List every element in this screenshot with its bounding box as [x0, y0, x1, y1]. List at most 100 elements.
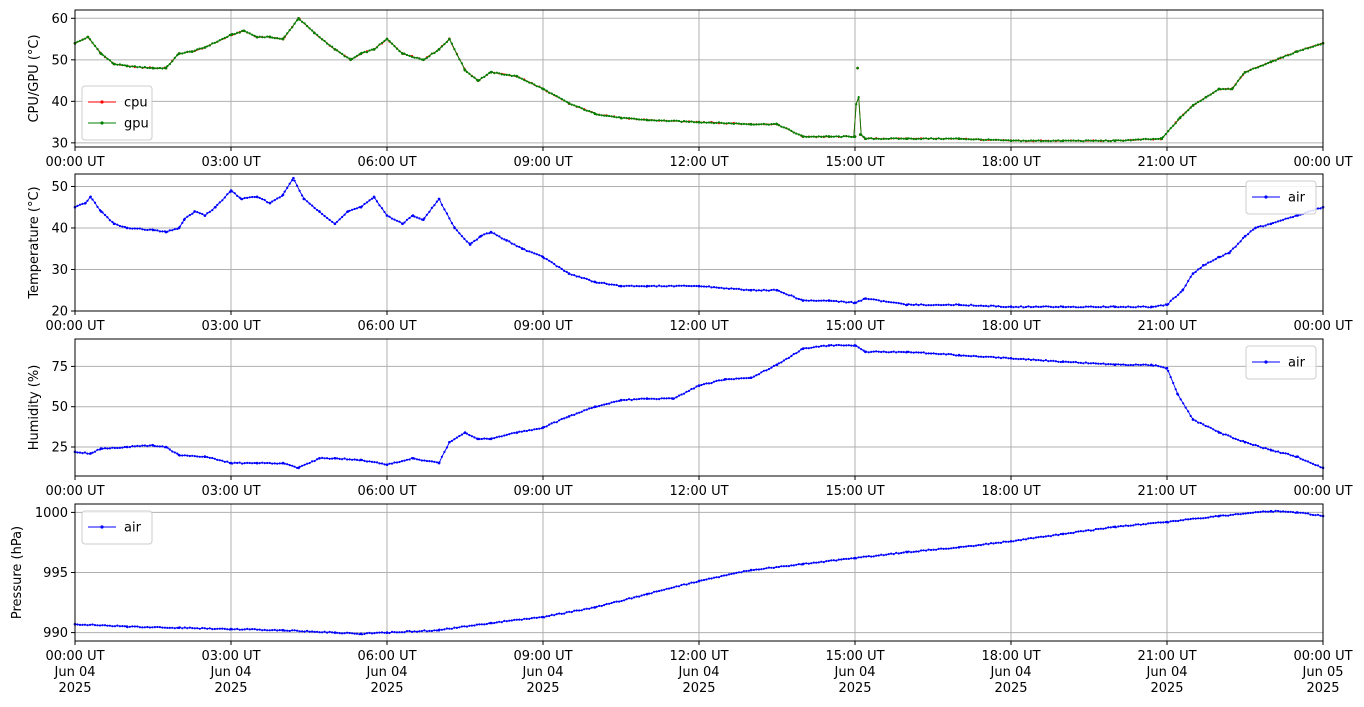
- data-point: [613, 115, 616, 118]
- data-point: [583, 608, 586, 611]
- data-point: [970, 544, 973, 548]
- data-point: [1092, 139, 1095, 143]
- data-point: [717, 576, 721, 579]
- data-point: [331, 220, 334, 223]
- data-point: [605, 282, 608, 285]
- data-point: [518, 245, 521, 248]
- data-point: [994, 541, 998, 545]
- data-point: [413, 56, 416, 59]
- data-point: [862, 349, 865, 352]
- data-point: [927, 352, 930, 355]
- data-point: [475, 238, 478, 241]
- data-point: [690, 285, 693, 288]
- data-point: [346, 56, 349, 59]
- data-point: [870, 555, 873, 558]
- data-point: [640, 285, 643, 288]
- data-point: [712, 286, 716, 289]
- data-point: [408, 629, 411, 633]
- data-point: [942, 303, 945, 307]
- y-tick-label: 995: [43, 566, 68, 581]
- data-point: [912, 550, 915, 554]
- data-point: [1291, 52, 1295, 55]
- data-point: [1174, 295, 1177, 299]
- data-point: [1034, 536, 1038, 539]
- data-point: [615, 600, 618, 603]
- legend-box: [1245, 345, 1317, 380]
- data-point: [1304, 459, 1307, 462]
- data-point-air: [89, 452, 92, 455]
- data-point: [380, 207, 384, 210]
- data-point: [1084, 305, 1087, 308]
- data-point: [233, 192, 236, 195]
- data-point-gpu: [619, 116, 623, 120]
- data-point: [989, 542, 993, 545]
- data-point: [1157, 137, 1160, 141]
- data-point: [1087, 305, 1090, 308]
- data-point: [336, 49, 339, 52]
- data-point-gpu: [86, 35, 90, 39]
- data-point: [393, 218, 396, 221]
- data-point: [732, 572, 736, 575]
- data-point: [880, 553, 883, 556]
- data-point: [1304, 512, 1307, 515]
- data-point: [1277, 450, 1280, 453]
- data-point: [128, 65, 131, 68]
- legend: air: [1245, 345, 1317, 380]
- data-point-air: [864, 297, 867, 300]
- data-point: [1169, 127, 1172, 130]
- data-point: [1139, 305, 1142, 308]
- data-point: [987, 543, 990, 546]
- data-point-gpu: [801, 135, 805, 138]
- data-point: [930, 548, 933, 552]
- data-point: [1029, 536, 1033, 540]
- data-point: [1004, 540, 1008, 543]
- data-point: [341, 458, 344, 461]
- data-point: [236, 627, 239, 631]
- data-point: [246, 627, 249, 631]
- data-point: [445, 212, 448, 215]
- data-point: [241, 29, 244, 32]
- data-point: [760, 289, 763, 292]
- x-tick-label: 09:00 UT: [513, 155, 572, 170]
- data-point: [520, 430, 523, 433]
- data-point: [588, 109, 591, 113]
- data-point: [1057, 306, 1060, 309]
- data-point: [560, 97, 563, 101]
- data-point: [877, 554, 880, 557]
- data-point: [872, 138, 875, 141]
- data-point: [902, 137, 905, 140]
- data-point: [747, 123, 751, 126]
- data-point: [286, 186, 289, 189]
- data-point: [825, 299, 828, 302]
- data-point: [253, 195, 256, 199]
- data-point: [460, 62, 463, 65]
- data-point: [226, 35, 229, 39]
- data-point-gpu: [125, 64, 129, 68]
- data-point: [1259, 225, 1262, 228]
- data-point: [765, 123, 768, 126]
- data-point: [458, 58, 461, 61]
- data-point: [825, 135, 828, 138]
- data-point: [538, 85, 541, 88]
- data-point: [1122, 363, 1125, 366]
- data-point: [1007, 540, 1010, 543]
- data-point: [370, 632, 374, 635]
- data-point: [375, 200, 379, 203]
- data-point: [610, 601, 613, 605]
- data-point: [740, 377, 743, 380]
- data-point: [1019, 357, 1023, 361]
- data-point: [1064, 360, 1067, 363]
- data-point: [465, 240, 468, 243]
- data-point: [161, 445, 164, 448]
- data-point: [321, 38, 324, 41]
- data-point: [336, 631, 339, 634]
- data-point: [510, 432, 513, 435]
- data-point: [1174, 122, 1177, 125]
- data-point: [370, 48, 374, 51]
- legend-marker-air: [100, 525, 104, 529]
- data-point: [528, 81, 531, 84]
- data-point: [692, 581, 696, 584]
- data-point: [563, 269, 566, 272]
- data-point: [106, 624, 109, 627]
- data-point: [420, 630, 423, 633]
